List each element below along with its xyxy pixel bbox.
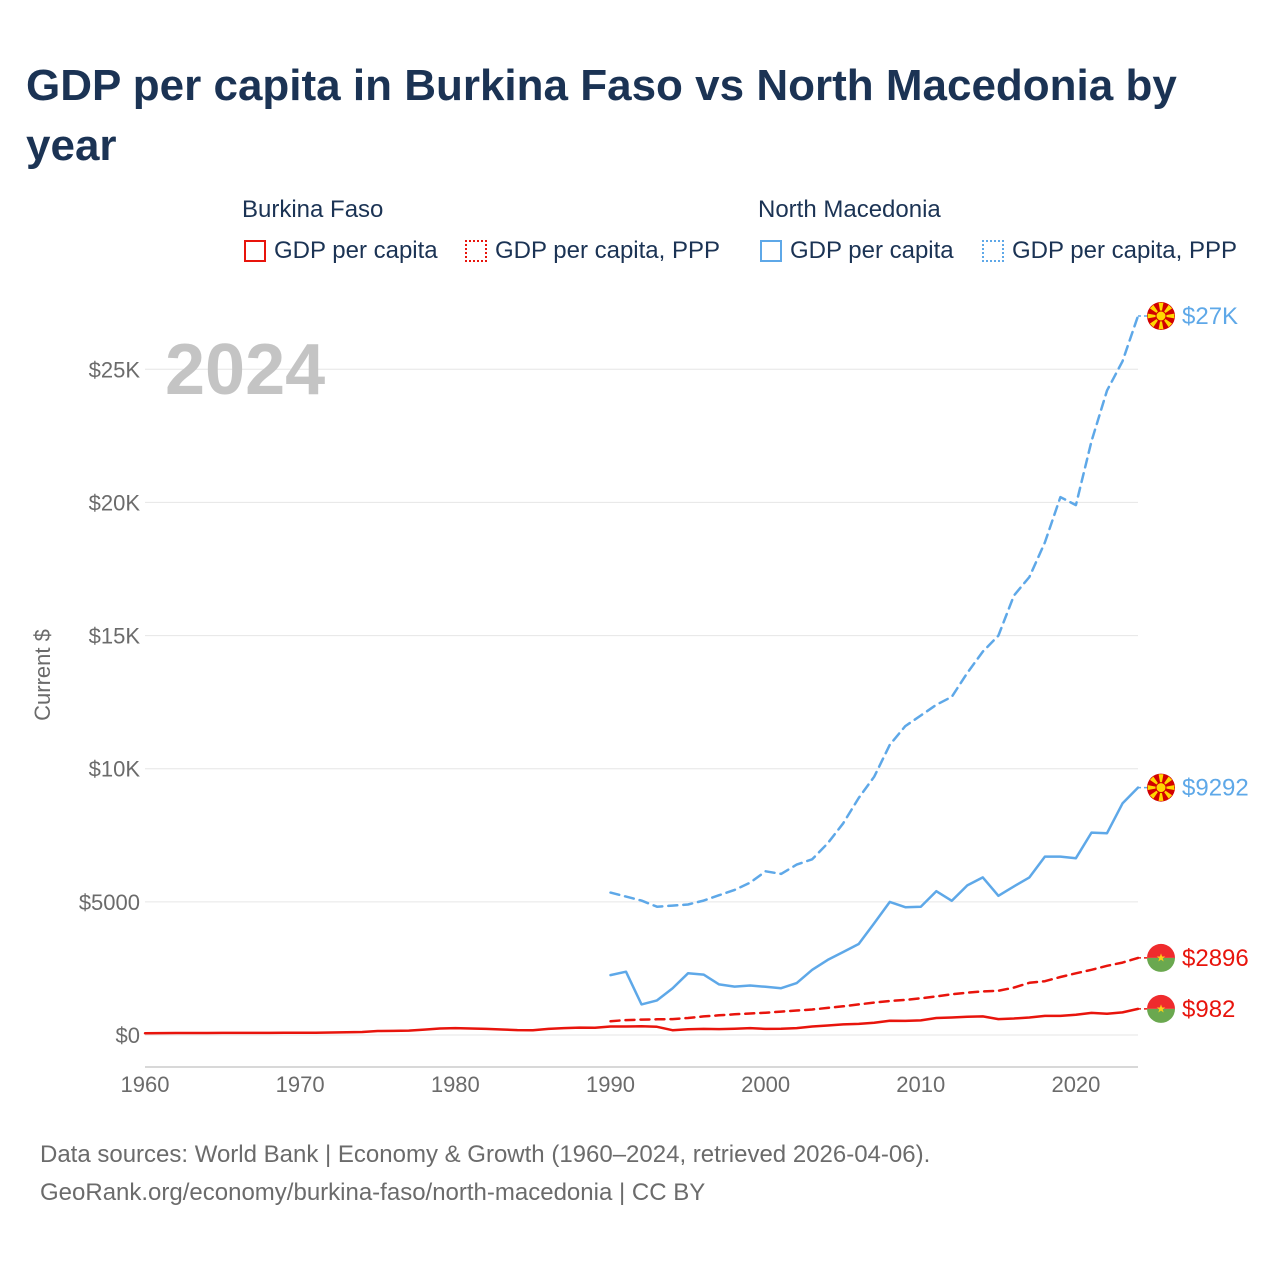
- x-tick-label: 1970: [276, 1072, 325, 1097]
- flag-sun-ray: [1158, 316, 1164, 330]
- legend-item-bf-gdp[interactable]: GDP per capita: [244, 236, 438, 266]
- burkina-faso-flag-icon: [1147, 994, 1175, 1023]
- y-tick-label: $5000: [79, 890, 140, 915]
- flag-sun: [1155, 310, 1167, 322]
- flag-sun-ray: [1147, 313, 1161, 319]
- flag-sun-ray: [1161, 785, 1175, 791]
- flag-red-band: [1147, 994, 1175, 1009]
- legend-swatch-solid: [760, 240, 782, 262]
- legend-label: GDP per capita, PPP: [1012, 237, 1237, 264]
- legend-swatch-dotted: [982, 240, 1004, 262]
- y-tick-label: $0: [116, 1023, 140, 1048]
- legend-swatch-dotted: [465, 240, 487, 262]
- flag-body: [1147, 994, 1175, 1023]
- flag-green-band: [1147, 957, 1175, 972]
- legend-label: GDP per capita, PPP: [495, 237, 720, 264]
- x-axis: 1960 1970 1980 1990 2000 2010 2020: [121, 1072, 1101, 1097]
- legend-group-north-macedonia: North Macedonia: [758, 196, 941, 223]
- legend-item-nm-gdp[interactable]: GDP per capita: [760, 236, 954, 266]
- flag-sun-ray: [1158, 774, 1164, 788]
- y-tick-label: $20K: [89, 490, 141, 515]
- flag-star: [1156, 953, 1166, 962]
- series-lines: [143, 314, 1140, 1035]
- flag-star: [1156, 1004, 1166, 1013]
- legend-label: GDP per capita: [790, 237, 954, 264]
- line-chart: 2024 Current $ $0 $5000 $10K $15K $20K $25K 1…: [30, 302, 1249, 1097]
- flag-green-band: [1147, 1008, 1175, 1023]
- flag-sun-ray: [1147, 785, 1161, 791]
- series-line-0: [143, 1007, 1140, 1035]
- flag-sun-ray: [1158, 302, 1164, 316]
- series-line-2: [609, 786, 1140, 1006]
- legend-item-bf-gdp-ppp[interactable]: GDP per capita, PPP: [465, 236, 720, 266]
- x-tick-label: 1960: [121, 1072, 170, 1097]
- y-tick-label: $15K: [89, 624, 141, 649]
- end-value-label: $27K: [1182, 303, 1238, 330]
- y-axis: $0 $5000 $10K $15K $20K $25K: [79, 357, 141, 1048]
- series-end-markers: $982 $2896 $9292 $27K: [1138, 302, 1249, 1023]
- legend-label: GDP per capita: [274, 237, 438, 264]
- end-value-label: $2896: [1182, 945, 1249, 972]
- x-tick-label: 1980: [431, 1072, 480, 1097]
- series-line-3: [609, 314, 1140, 908]
- x-tick-label: 1990: [586, 1072, 635, 1097]
- flag-sun-ray: [1161, 313, 1175, 319]
- burkina-faso-flag-icon: [1147, 943, 1175, 972]
- flag-body: [1147, 943, 1175, 972]
- flag-sun-ray: [1158, 787, 1164, 801]
- end-value-label: $982: [1182, 996, 1235, 1023]
- north-macedonia-flag-icon: [1147, 302, 1175, 330]
- grid-lines: [145, 368, 1138, 1068]
- x-tick-label: 2020: [1051, 1072, 1100, 1097]
- x-tick-label: 2010: [896, 1072, 945, 1097]
- source-line-2: GeoRank.org/economy/burkina-faso/north-m…: [40, 1179, 706, 1206]
- y-tick-label: $10K: [89, 757, 141, 782]
- end-value-label: $9292: [1182, 775, 1249, 802]
- source-line-1: Data sources: World Bank | Economy & Gro…: [40, 1141, 931, 1168]
- flag-sun: [1155, 782, 1167, 794]
- year-label: 2024: [165, 330, 325, 410]
- source-note: Data sources: World Bank | Economy & Gro…: [40, 1136, 930, 1212]
- y-axis-title: Current $: [30, 629, 55, 721]
- legend-item-nm-gdp-ppp[interactable]: GDP per capita, PPP: [982, 236, 1237, 266]
- x-tick-label: 2000: [741, 1072, 790, 1097]
- y-tick-label: $25K: [89, 357, 141, 382]
- flag-red-band: [1147, 943, 1175, 958]
- legend-swatch-solid: [244, 240, 266, 262]
- north-macedonia-flag-icon: [1147, 773, 1175, 802]
- chart-title: GDP per capita in Burkina Faso vs North …: [26, 61, 1177, 170]
- series-line-1: [609, 956, 1140, 1023]
- legend-group-burkina-faso: Burkina Faso: [242, 196, 384, 223]
